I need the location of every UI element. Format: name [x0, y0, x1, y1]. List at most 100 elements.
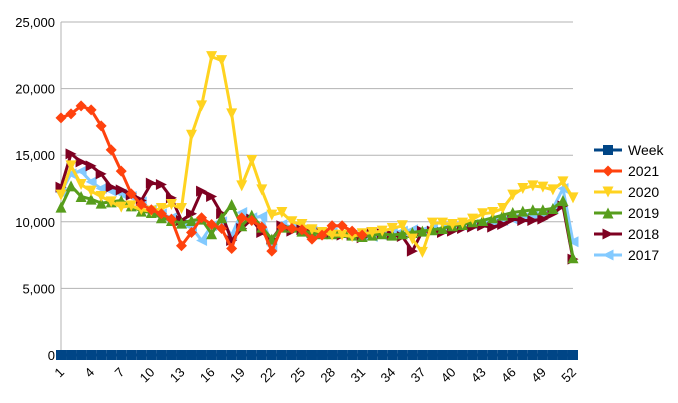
- data-point-2020: [477, 208, 489, 220]
- data-point-2021: [316, 229, 328, 241]
- legend-swatch-marker: [602, 207, 614, 219]
- legend-label: 2017: [628, 247, 659, 263]
- x-tick-label: 52: [558, 365, 579, 386]
- data-point-week: [427, 350, 438, 360]
- data-point-week: [56, 350, 66, 360]
- data-point-2019: [396, 228, 408, 240]
- legend-label: Week: [628, 142, 665, 158]
- data-point-week: [527, 350, 538, 360]
- data-point-2020: [567, 192, 579, 204]
- data-point-2018: [85, 160, 97, 172]
- data-point-2020: [406, 233, 418, 245]
- data-point-2020: [517, 183, 529, 194]
- legend-item-2019: 2019: [594, 205, 659, 221]
- data-point-2018: [95, 168, 107, 180]
- data-point-2021: [165, 213, 177, 225]
- data-point-2019: [55, 201, 67, 213]
- data-point-2020: [416, 246, 428, 258]
- data-point-2020: [467, 213, 479, 225]
- series-layer: [55, 51, 579, 360]
- data-point-2021: [145, 204, 157, 216]
- data-point-2020: [266, 209, 278, 221]
- x-tick-label: 46: [498, 365, 519, 386]
- data-point-week: [387, 350, 398, 360]
- data-point-2020: [216, 55, 228, 67]
- data-point-2020: [236, 180, 248, 192]
- data-point-2020: [65, 160, 77, 172]
- data-point-2020: [206, 51, 218, 63]
- y-tick-label: 5,000: [22, 281, 55, 296]
- data-point-2019: [175, 217, 187, 229]
- data-point-week: [437, 350, 448, 360]
- data-point-week: [116, 350, 127, 360]
- data-point-2019: [507, 206, 519, 218]
- series-2021: [55, 100, 368, 257]
- data-point-week: [537, 350, 548, 360]
- data-point-2019: [186, 214, 198, 226]
- data-point-2020: [125, 200, 137, 212]
- data-point-2020: [557, 176, 569, 188]
- data-point-2021: [186, 226, 198, 238]
- data-point-2021: [296, 224, 308, 236]
- data-point-2018: [75, 156, 87, 168]
- data-point-2021: [336, 220, 348, 232]
- data-point-week: [96, 350, 107, 360]
- series-line-2020: [59, 55, 575, 254]
- data-point-2021: [105, 144, 117, 156]
- data-point-2021: [246, 214, 258, 226]
- data-point-week: [166, 350, 177, 360]
- data-point-2018: [115, 184, 127, 196]
- data-point-2021: [135, 198, 147, 210]
- data-point-2019: [537, 204, 549, 216]
- data-point-week: [186, 350, 197, 360]
- y-tick-label: 10,000: [15, 215, 55, 230]
- data-point-2019: [557, 194, 569, 206]
- x-tick-label: 40: [438, 365, 459, 386]
- data-point-2018: [537, 213, 549, 225]
- data-point-week: [156, 350, 167, 360]
- legend-swatch-marker: [602, 165, 614, 177]
- data-point-2018: [497, 218, 509, 230]
- data-point-2019: [216, 212, 228, 224]
- data-point-2020: [396, 220, 408, 232]
- x-tick-label: 34: [378, 365, 399, 386]
- data-point-2018: [155, 179, 167, 191]
- data-point-week: [477, 350, 488, 360]
- data-point-week: [497, 350, 508, 360]
- data-point-week: [206, 350, 217, 360]
- data-point-2020: [366, 226, 378, 238]
- x-tick-label: 31: [347, 365, 368, 386]
- x-tick-label: 49: [528, 365, 549, 386]
- data-point-2020: [547, 184, 559, 196]
- data-point-2021: [256, 221, 268, 233]
- legend-swatch-marker: [602, 228, 614, 240]
- legend-item-2021: 2021: [594, 163, 659, 179]
- data-point-2020: [165, 198, 177, 210]
- data-point-2021: [175, 240, 187, 252]
- data-point-2018: [527, 214, 539, 226]
- x-tick-label: 16: [197, 365, 218, 386]
- data-point-2021: [125, 188, 137, 200]
- data-point-week: [457, 350, 468, 360]
- data-point-2020: [95, 190, 107, 202]
- data-point-2017: [256, 210, 268, 222]
- data-point-2020: [527, 180, 539, 192]
- data-point-2019: [497, 209, 509, 221]
- y-tick-label: 25,000: [15, 15, 55, 30]
- data-point-week: [377, 350, 388, 360]
- data-point-2019: [386, 229, 398, 241]
- data-point-week: [327, 350, 338, 360]
- data-point-2019: [75, 190, 87, 202]
- data-point-2020: [336, 229, 348, 241]
- data-point-2017: [196, 234, 208, 246]
- data-point-week: [337, 350, 348, 360]
- legend-label: 2019: [628, 205, 659, 221]
- data-point-week: [517, 350, 528, 360]
- data-point-2021: [326, 220, 338, 232]
- data-point-week: [306, 350, 317, 360]
- data-point-week: [256, 350, 267, 360]
- x-tick-label: 28: [317, 365, 338, 386]
- data-point-2020: [276, 206, 288, 218]
- data-point-week: [467, 350, 478, 360]
